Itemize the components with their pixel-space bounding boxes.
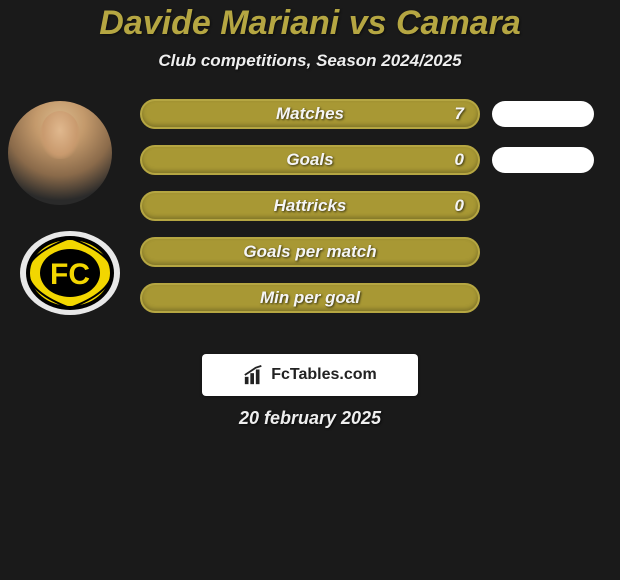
subtitle: Club competitions, Season 2024/2025 bbox=[0, 51, 620, 71]
brand-badge: FcTables.com bbox=[202, 354, 418, 396]
stat-value: 7 bbox=[455, 104, 464, 124]
brand-text: FcTables.com bbox=[271, 366, 377, 384]
page-title: Davide Mariani vs Camara bbox=[0, 0, 620, 43]
club-logo: FC bbox=[18, 229, 122, 317]
title-player1: Davide Mariani bbox=[99, 4, 339, 42]
stat-bar-min-per-goal: Min per goal bbox=[140, 283, 480, 313]
title-player2: Camara bbox=[396, 4, 521, 42]
stat-value: 0 bbox=[455, 196, 464, 216]
player-photo bbox=[8, 101, 112, 205]
opponent-pill bbox=[492, 147, 594, 173]
stat-bar-goals-per-match: Goals per match bbox=[140, 237, 480, 267]
date-text: 20 february 2025 bbox=[0, 408, 620, 429]
stat-bar-goals: Goals 0 bbox=[140, 145, 480, 175]
svg-text:FC: FC bbox=[50, 258, 90, 291]
stat-label: Goals bbox=[142, 150, 478, 170]
title-vs: vs bbox=[349, 4, 387, 42]
opponent-pills bbox=[492, 99, 594, 193]
stat-label: Hattricks bbox=[142, 196, 478, 216]
stat-label: Min per goal bbox=[142, 288, 478, 308]
stat-bar-matches: Matches 7 bbox=[140, 99, 480, 129]
stat-label: Goals per match bbox=[142, 242, 478, 262]
opponent-pill bbox=[492, 101, 594, 127]
stat-bar-hattricks: Hattricks 0 bbox=[140, 191, 480, 221]
stat-label: Matches bbox=[142, 104, 478, 124]
stat-bars: Matches 7 Goals 0 Hattricks 0 Goals per … bbox=[140, 99, 480, 329]
stat-value: 0 bbox=[455, 150, 464, 170]
chart-icon bbox=[243, 364, 265, 386]
